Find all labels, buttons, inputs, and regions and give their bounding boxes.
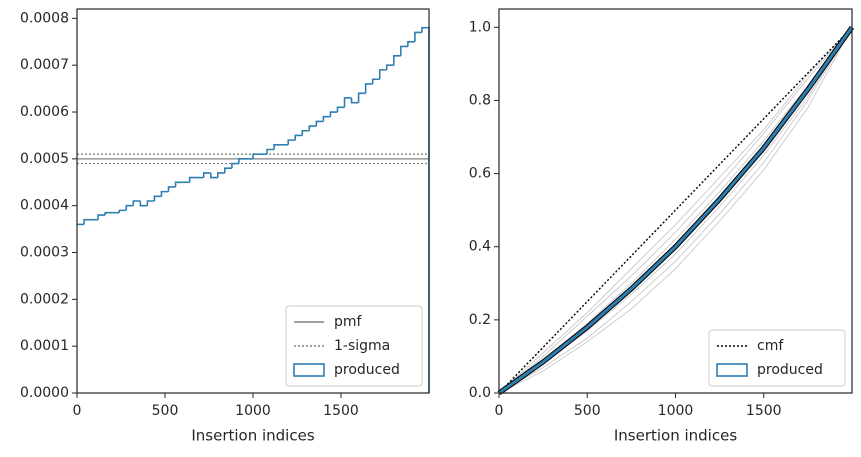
histogram-step	[167, 186, 176, 192]
legend-label: 1-sigma	[334, 338, 390, 354]
x-tick-label: 0	[495, 403, 504, 419]
legend-patch	[293, 363, 325, 377]
legend-label: produced	[757, 362, 823, 378]
histogram-step	[202, 172, 211, 178]
y-tick-label: 0.4	[469, 239, 491, 255]
axes: 0 500 1000 1500 0.0 0.2 0.4 0.6 0.8 1.0 Insertion …	[469, 8, 855, 445]
histogram-step	[407, 40, 415, 47]
y-tick-label: 0.2	[469, 312, 491, 328]
y-tick-label: 0.0	[469, 385, 491, 401]
legend-label: cmf	[757, 338, 784, 354]
sample-line	[498, 27, 853, 394]
histogram-step	[217, 172, 225, 178]
y-tick-label: 0.0007	[20, 57, 69, 73]
histogram-step	[414, 31, 422, 42]
y-tick-label: 0.6	[469, 166, 491, 182]
histogram-step	[343, 97, 352, 108]
histogram-step	[378, 69, 387, 80]
y-tick-label: 0.0005	[20, 151, 69, 167]
sample-line	[498, 27, 853, 394]
histogram-step	[421, 26, 430, 393]
legend-label: produced	[334, 362, 400, 378]
histogram-step	[188, 176, 197, 183]
y-tick-label: 0.0001	[20, 338, 69, 354]
histogram-step	[153, 195, 162, 201]
sample-line	[498, 27, 853, 394]
histogram-step	[139, 201, 148, 207]
x-axis-label: Insertion indices	[614, 427, 737, 445]
y-tick-label: 0.0003	[20, 245, 69, 261]
histogram-step	[238, 158, 246, 164]
histogram-step	[329, 111, 338, 117]
histogram-step	[357, 92, 366, 103]
axes: 0 500 1000 1500 0.0000 0.0001 0.0002 0.0003 0.00…	[20, 8, 430, 445]
x-tick-label: 1000	[235, 403, 271, 419]
histogram-step	[350, 97, 359, 104]
y-tick-label: 0.0004	[20, 198, 69, 214]
legend-patch	[716, 363, 748, 377]
histogram-step	[118, 209, 127, 213]
histogram-step	[125, 204, 134, 211]
histogram-step	[83, 218, 92, 225]
histogram-step	[231, 162, 239, 169]
histogram-step	[287, 139, 296, 145]
line	[498, 26, 853, 394]
histogram-step	[209, 172, 218, 179]
line	[498, 26, 854, 395]
histogram-step	[308, 125, 317, 131]
histogram-step	[322, 115, 331, 122]
x-tick-label: 1500	[323, 403, 359, 419]
y-tick-label: 1.0	[469, 19, 491, 35]
histogram-step	[315, 120, 324, 127]
histogram-step	[336, 106, 345, 113]
histogram-step	[266, 148, 275, 155]
histogram-step	[385, 64, 394, 70]
y-tick-label: 0.8	[469, 92, 491, 108]
histogram-step	[160, 190, 169, 197]
y-tick-label: 0.0000	[20, 385, 69, 401]
x-axis-label: Insertion indices	[191, 427, 314, 445]
histogram-step	[146, 200, 155, 206]
x-tick-label: 500	[152, 403, 179, 419]
legend-box	[285, 305, 423, 387]
histogram-step	[393, 55, 401, 66]
y-tick-label: 0.0008	[20, 10, 69, 26]
axes-frame	[76, 8, 430, 394]
x-tick-label: 500	[574, 403, 601, 419]
y-tick-label: 0.0006	[20, 104, 69, 120]
legend-label: pmf	[334, 314, 363, 330]
histogram-step	[224, 167, 232, 173]
histogram-step	[174, 181, 183, 187]
legend-box	[708, 329, 846, 387]
y-tick-label: 0.0002	[20, 291, 69, 307]
sample-line	[498, 27, 853, 394]
histogram-step	[400, 45, 408, 56]
histogram-step	[273, 144, 282, 150]
histogram-step	[132, 200, 141, 206]
histogram-step	[104, 211, 113, 216]
axes-frame	[498, 8, 853, 394]
histogram-step	[252, 153, 261, 159]
histogram-step	[294, 134, 303, 141]
histogram-step	[371, 78, 380, 84]
histogram-step	[301, 129, 310, 136]
x-tick-label: 0	[73, 403, 82, 419]
histogram-step	[97, 214, 106, 220]
x-tick-label: 1500	[746, 403, 782, 419]
histogram-step	[364, 83, 373, 94]
x-tick-label: 1000	[658, 403, 694, 419]
